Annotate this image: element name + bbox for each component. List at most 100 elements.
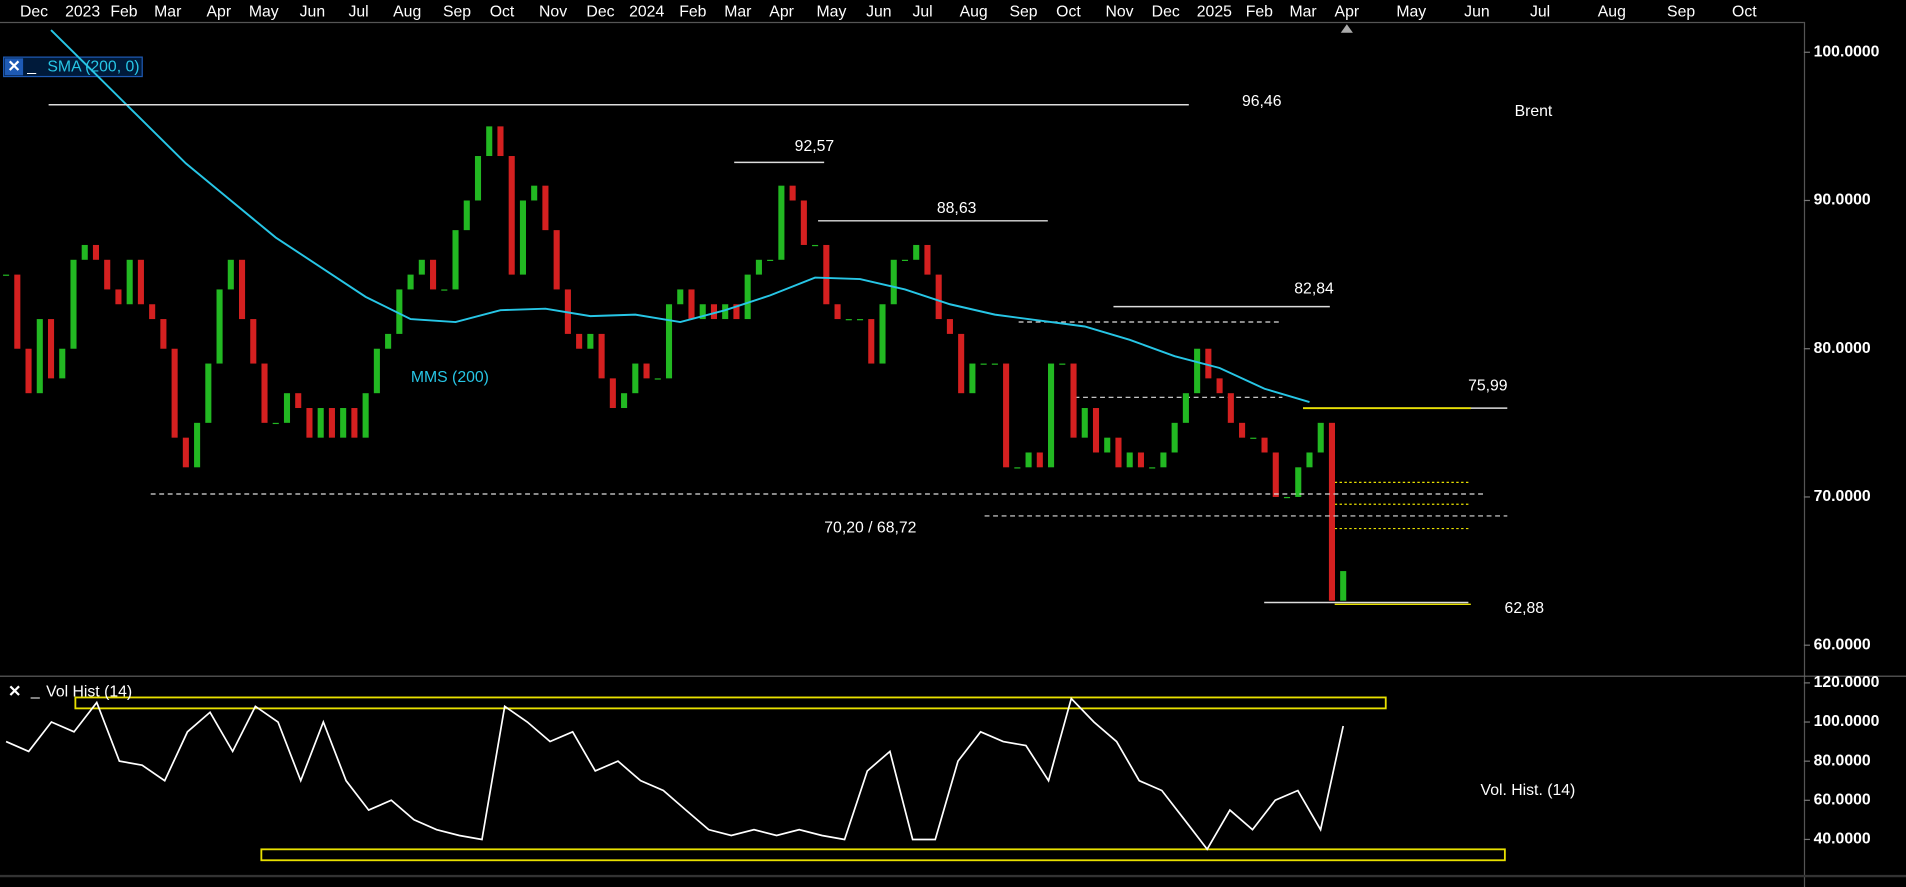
candle	[272, 422, 279, 425]
x-tick-label: Jun	[1464, 3, 1489, 20]
x-tick-label: Mar	[154, 3, 181, 20]
level-label: 96,46	[1242, 93, 1282, 110]
candle	[710, 304, 718, 320]
candle	[474, 156, 482, 201]
candle	[1025, 452, 1032, 468]
candle	[463, 200, 470, 231]
candle	[1126, 452, 1133, 468]
candle	[778, 185, 785, 260]
candle	[755, 259, 762, 275]
candle	[171, 348, 178, 438]
y-tick-label: 100.0000	[1814, 713, 1880, 730]
x-tick-label: Nov	[539, 3, 567, 20]
level-label: 82,84	[1294, 280, 1334, 297]
candle	[1081, 408, 1088, 438]
x-tick-label: Sep	[443, 3, 471, 20]
candle	[126, 259, 133, 305]
close-icon[interactable]: ✕	[8, 684, 21, 701]
candle	[688, 289, 695, 320]
level-label: 75,99	[1468, 378, 1508, 395]
candle	[868, 319, 875, 364]
candle	[149, 304, 156, 320]
candle	[632, 363, 639, 394]
candle	[1104, 437, 1111, 453]
candle	[823, 244, 830, 305]
x-tick-label: Apr	[769, 3, 794, 20]
candle	[115, 289, 122, 305]
x-tick-label: Aug	[1598, 3, 1626, 20]
candle	[70, 259, 77, 349]
candle	[92, 244, 100, 260]
candle	[1250, 437, 1257, 439]
candle	[677, 289, 684, 305]
candle	[1261, 437, 1268, 453]
x-tick-label: Jul	[913, 3, 933, 20]
candle	[47, 319, 55, 379]
support-label: 70,20 / 68,72	[824, 520, 916, 537]
candle	[1272, 452, 1279, 497]
candle	[1182, 393, 1189, 423]
candle	[362, 393, 369, 438]
candle	[643, 363, 650, 379]
x-tick-label: Aug	[960, 3, 988, 20]
candle	[767, 259, 774, 262]
x-tick-label: Dec	[586, 3, 614, 20]
candle	[205, 363, 212, 423]
candle	[1171, 422, 1178, 453]
x-tick-label: Apr	[1335, 3, 1360, 20]
candle	[59, 348, 66, 379]
candle	[935, 274, 942, 320]
candle	[194, 422, 201, 468]
candle	[519, 200, 526, 275]
candle	[1317, 422, 1324, 453]
candle	[845, 319, 852, 321]
x-tick-label: Jun	[300, 3, 325, 20]
candle	[958, 333, 965, 394]
x-tick-label: May	[817, 3, 847, 20]
candle	[3, 274, 10, 276]
x-tick-label: Aug	[393, 3, 421, 20]
candle	[1059, 363, 1066, 365]
candle	[1014, 467, 1021, 469]
candle	[396, 289, 403, 334]
close-button[interactable]	[4, 58, 24, 76]
x-tick-label: Mar	[724, 3, 751, 20]
x-tick-label: 2024	[629, 3, 664, 20]
x-tick-label: Feb	[110, 3, 137, 20]
candle	[980, 363, 987, 365]
candle	[104, 259, 111, 290]
candle	[1160, 452, 1167, 468]
candle	[351, 408, 358, 438]
x-tick-label: Oct	[1732, 3, 1757, 20]
y-tick-label: 40.0000	[1814, 831, 1871, 848]
candle	[441, 289, 448, 291]
vol-low-zone	[260, 848, 1506, 862]
candle	[576, 333, 583, 349]
candle	[508, 156, 515, 275]
x-tick-label: Dec	[20, 3, 48, 20]
candle	[991, 363, 998, 365]
x-tick-label: May	[249, 3, 279, 20]
minimize-icon[interactable]: _	[30, 683, 40, 700]
candle	[800, 200, 807, 245]
minimize-icon[interactable]: _	[26, 58, 36, 75]
candle	[1227, 393, 1234, 423]
candle	[834, 304, 841, 320]
level-label: 88,63	[937, 200, 977, 217]
vol-line	[5, 696, 1345, 851]
candle	[1115, 437, 1122, 468]
x-tick-label: Dec	[1152, 3, 1180, 20]
candle	[665, 304, 673, 379]
candle	[1306, 452, 1313, 468]
y-tick-label: 60.0000	[1814, 636, 1871, 653]
candle	[328, 408, 335, 438]
indicator-label: SMA (200, 0)	[47, 59, 139, 76]
candle	[137, 259, 144, 305]
candle	[261, 363, 268, 423]
x-tick-label: Feb	[679, 3, 706, 20]
close-icon[interactable]: ✕	[7, 59, 20, 76]
candle	[969, 363, 976, 394]
candle	[295, 393, 302, 409]
